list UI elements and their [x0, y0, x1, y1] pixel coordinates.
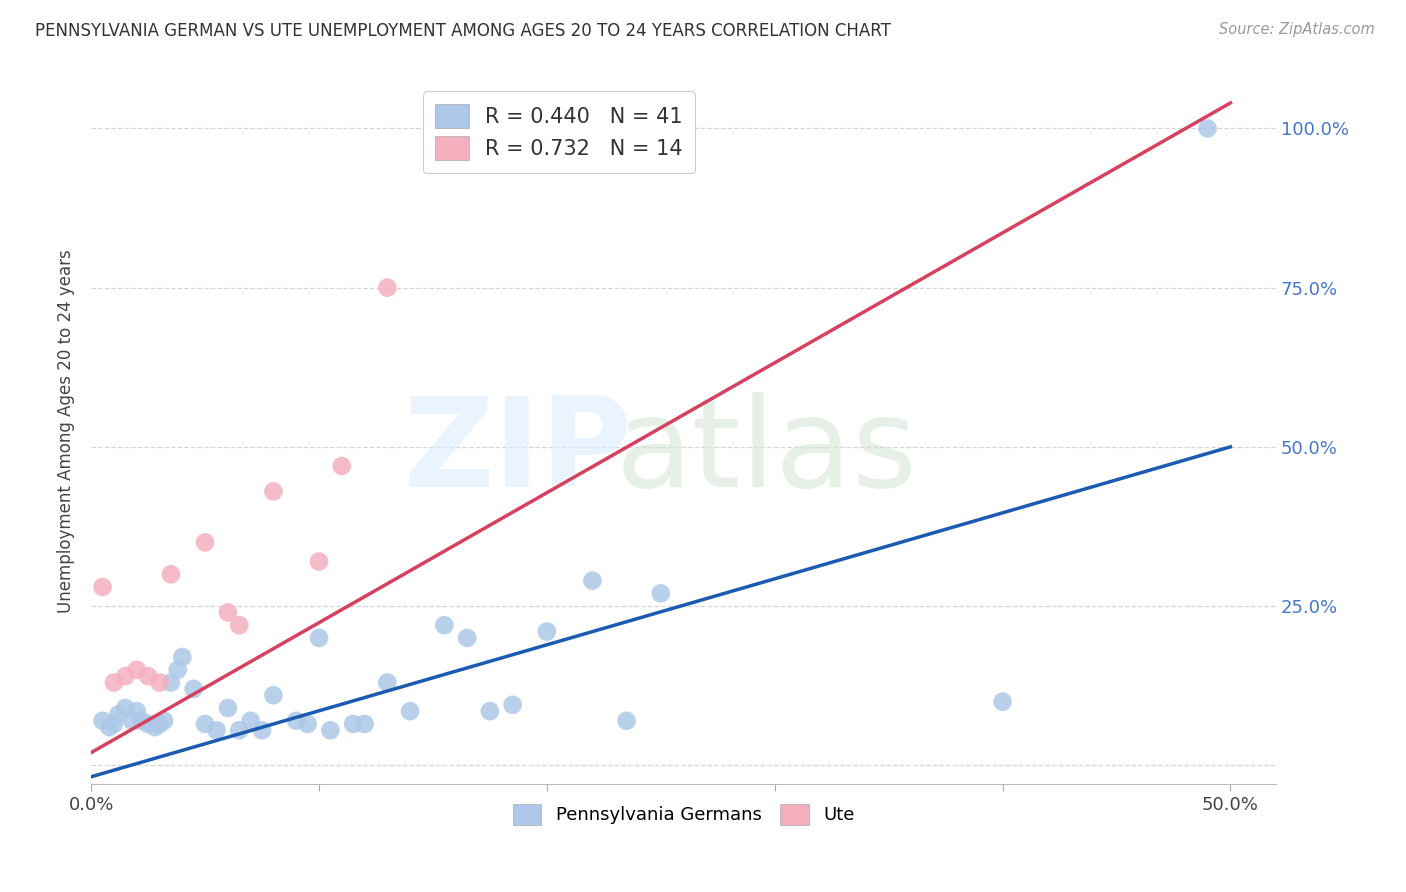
Point: [98, 720, 121, 734]
Text: PENNSYLVANIA GERMAN VS UTE UNEMPLOYMENT AMONG AGES 20 TO 24 YEARS CORRELATION CH: PENNSYLVANIA GERMAN VS UTE UNEMPLOYMENT …: [35, 22, 891, 40]
Point: [194, 717, 217, 731]
Point: [153, 714, 176, 728]
Point: [239, 714, 262, 728]
Point: [160, 675, 183, 690]
Point: [262, 484, 284, 499]
Point: [148, 717, 170, 731]
Point: [103, 675, 125, 690]
Point: [136, 669, 159, 683]
Point: [536, 624, 558, 639]
Point: [228, 723, 250, 738]
Point: [297, 717, 319, 731]
Point: [319, 723, 342, 738]
Point: [228, 618, 250, 632]
Point: [478, 704, 501, 718]
Point: [136, 717, 159, 731]
Point: [217, 701, 239, 715]
Point: [125, 663, 148, 677]
Point: [114, 669, 136, 683]
Point: [330, 458, 353, 473]
Text: Source: ZipAtlas.com: Source: ZipAtlas.com: [1219, 22, 1375, 37]
Point: [456, 631, 478, 645]
Point: [285, 714, 308, 728]
Text: ZIP: ZIP: [404, 392, 633, 513]
Legend: Pennsylvania Germans, Ute: Pennsylvania Germans, Ute: [513, 804, 855, 825]
Point: [308, 554, 330, 568]
Point: [342, 717, 364, 731]
Point: [103, 717, 125, 731]
Point: [581, 574, 603, 588]
Point: [377, 675, 399, 690]
Point: [433, 618, 456, 632]
Point: [991, 695, 1014, 709]
Point: [129, 714, 152, 728]
Point: [121, 714, 143, 728]
Point: [650, 586, 672, 600]
Text: atlas: atlas: [616, 392, 918, 513]
Y-axis label: Unemployment Among Ages 20 to 24 years: Unemployment Among Ages 20 to 24 years: [58, 249, 75, 613]
Point: [377, 280, 399, 294]
Point: [250, 723, 273, 738]
Point: [205, 723, 228, 738]
Point: [91, 714, 114, 728]
Point: [262, 688, 284, 702]
Point: [183, 681, 205, 696]
Point: [399, 704, 422, 718]
Point: [502, 698, 524, 712]
Point: [160, 567, 183, 582]
Point: [616, 714, 638, 728]
Point: [148, 675, 170, 690]
Point: [1197, 121, 1219, 136]
Point: [353, 717, 375, 731]
Point: [308, 631, 330, 645]
Point: [194, 535, 217, 549]
Point: [107, 707, 129, 722]
Point: [91, 580, 114, 594]
Point: [172, 650, 194, 665]
Point: [217, 606, 239, 620]
Point: [166, 663, 188, 677]
Point: [114, 701, 136, 715]
Point: [143, 720, 166, 734]
Point: [125, 704, 148, 718]
